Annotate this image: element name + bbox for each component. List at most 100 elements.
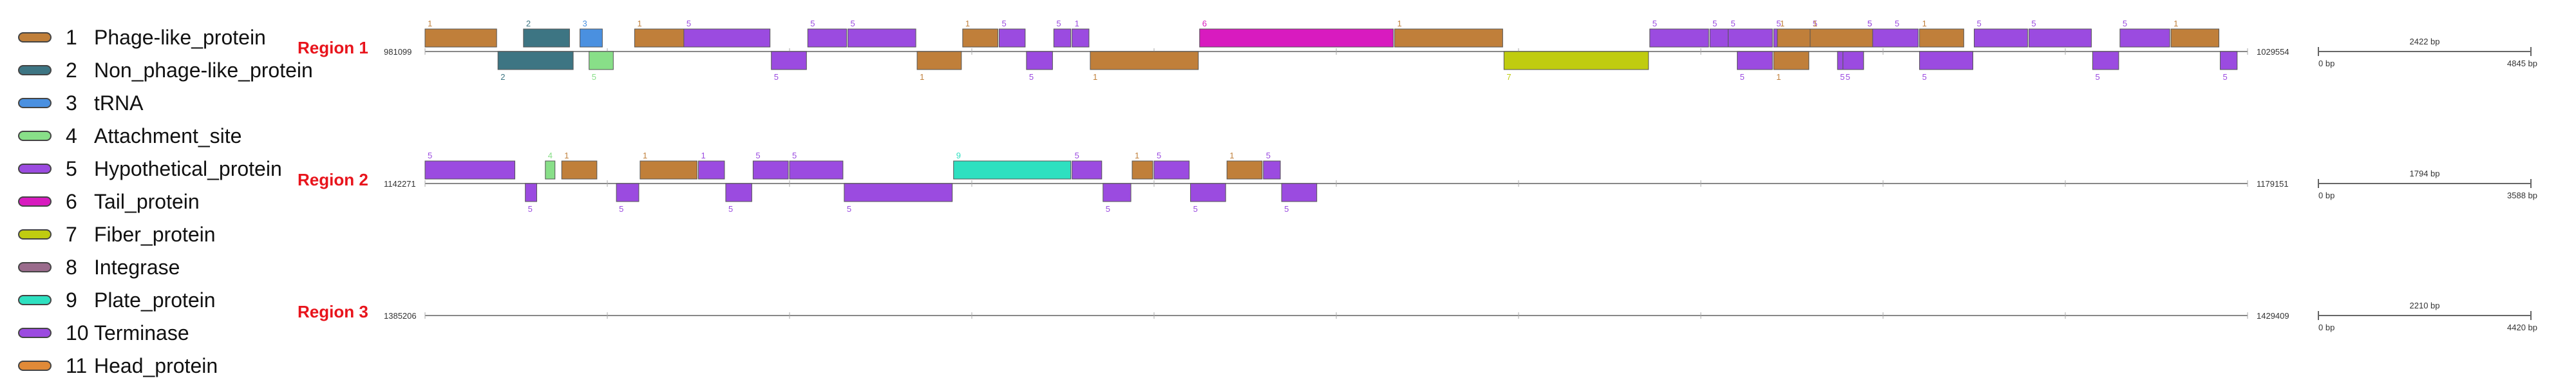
gene	[1153, 160, 1190, 180]
legend-swatch	[18, 98, 52, 108]
legend-item: 9 Plate_protein	[12, 288, 321, 321]
gene	[580, 28, 603, 48]
region: Region 1 981099 1029554 2422 bp 0 bp 4845 bp 1…	[298, 19, 2537, 82]
legend-swatch	[18, 32, 52, 42]
gene	[2170, 28, 2220, 48]
gene	[545, 160, 556, 180]
legend-number: 10	[66, 321, 89, 345]
gene	[698, 160, 725, 180]
gene	[1649, 28, 1709, 48]
region-start: 981099	[384, 47, 412, 57]
gene	[2119, 28, 2170, 48]
gene-label: 1	[564, 151, 569, 160]
gene-label: 5	[851, 19, 855, 28]
gene-label: 1	[701, 151, 706, 160]
region: Region 3 1385206 1429409 2210 bp 0 bp 4420 bp	[298, 301, 2537, 332]
gene-label: 5	[1001, 19, 1006, 28]
scale-length: 2210 bp	[2410, 301, 2440, 310]
legend-item: 5 Hypothetical_protein	[12, 157, 321, 190]
region-title: Region 2	[298, 170, 368, 189]
region-end: 1179151	[2257, 179, 2289, 189]
gene-label: 5	[619, 204, 623, 214]
legend-number: 2	[66, 59, 77, 82]
gene	[998, 28, 1026, 48]
gene	[962, 28, 998, 48]
gene	[1190, 183, 1226, 202]
gene	[616, 183, 639, 202]
gene-label: 5	[1193, 204, 1198, 214]
gene-label: 1	[1780, 19, 1785, 28]
region-start: 1142271	[384, 179, 416, 189]
legend-label: Integrase	[94, 256, 180, 279]
gene-label: 5	[1730, 19, 1735, 28]
gene	[424, 28, 497, 48]
gene-label: 1	[643, 151, 647, 160]
scale-end: 3588 bp	[2507, 191, 2537, 200]
gene	[916, 51, 962, 70]
region: Region 2 1142271 1179151 1794 bp 0 bp 3588 bp…	[298, 151, 2537, 214]
legend-label: Tail_protein	[94, 190, 200, 213]
gene	[1737, 51, 1773, 70]
gene	[1072, 160, 1103, 180]
gene	[683, 28, 771, 48]
legend-item: 6 Tail_protein	[12, 190, 321, 223]
legend-label: Attachment_site	[94, 124, 242, 147]
gene-label: 1	[1922, 19, 1927, 28]
gene-label: 5	[528, 204, 533, 214]
gene-label: 1	[1075, 19, 1079, 28]
gene-label: 5	[1266, 151, 1271, 160]
gene	[789, 160, 844, 180]
gene-label: 5	[1157, 151, 1161, 160]
gene	[807, 28, 848, 48]
legend-swatch	[18, 328, 52, 338]
region-end: 1029554	[2257, 47, 2289, 57]
legend-item: 4 Attachment_site	[12, 124, 321, 157]
gene-label: 1	[637, 19, 641, 28]
gene-label: 5	[1813, 19, 1817, 28]
gene	[1226, 160, 1263, 180]
legend-label: Phage-like_protein	[94, 26, 266, 49]
legend-item: 7 Fiber_protein	[12, 223, 321, 256]
legend-swatch	[18, 361, 52, 371]
gene-label: 2	[500, 72, 505, 82]
legend-label: Non_phage-like_protein	[94, 59, 313, 82]
scale-length: 1794 bp	[2410, 169, 2440, 178]
gene-label: 1	[1229, 151, 1234, 160]
gene-label: 5	[592, 72, 596, 82]
gene	[1103, 183, 1132, 202]
legend-label: Plate_protein	[94, 288, 216, 312]
gene-label: 5	[2031, 19, 2036, 28]
legend-swatch	[18, 164, 52, 174]
legend-swatch	[18, 196, 52, 207]
gene-label: 2	[526, 19, 531, 28]
gene	[1090, 51, 1199, 70]
gene	[844, 183, 953, 202]
gene	[2028, 28, 2092, 48]
region-start: 1385206	[384, 311, 417, 321]
gene	[2092, 51, 2119, 70]
gene-label: 3	[583, 19, 587, 28]
gene	[1919, 28, 1964, 48]
legend-number: 11	[66, 354, 88, 377]
legend-swatch	[18, 295, 52, 305]
gene-label: 9	[956, 151, 961, 160]
scale-start: 0 bp	[2318, 323, 2334, 332]
legend-swatch	[18, 229, 52, 240]
scale-end: 4420 bp	[2507, 323, 2537, 332]
legend-number: 7	[66, 223, 77, 246]
gene-label: 5	[810, 19, 815, 28]
legend-label: Head_protein	[94, 354, 218, 377]
gene	[1132, 160, 1153, 180]
gene-label: 5	[2123, 19, 2127, 28]
legend-item: 10 Terminase	[12, 321, 321, 354]
legend-item: 11 Head_protein	[12, 354, 321, 387]
gene-label: 1	[1135, 151, 1139, 160]
gene-label: 5	[1075, 151, 1079, 160]
region-title: Region 3	[298, 302, 368, 321]
legend-number: 3	[66, 91, 77, 115]
gene	[525, 183, 537, 202]
legend-number: 6	[66, 190, 77, 213]
gene-label: 1	[1776, 72, 1781, 82]
gene	[1199, 28, 1394, 48]
